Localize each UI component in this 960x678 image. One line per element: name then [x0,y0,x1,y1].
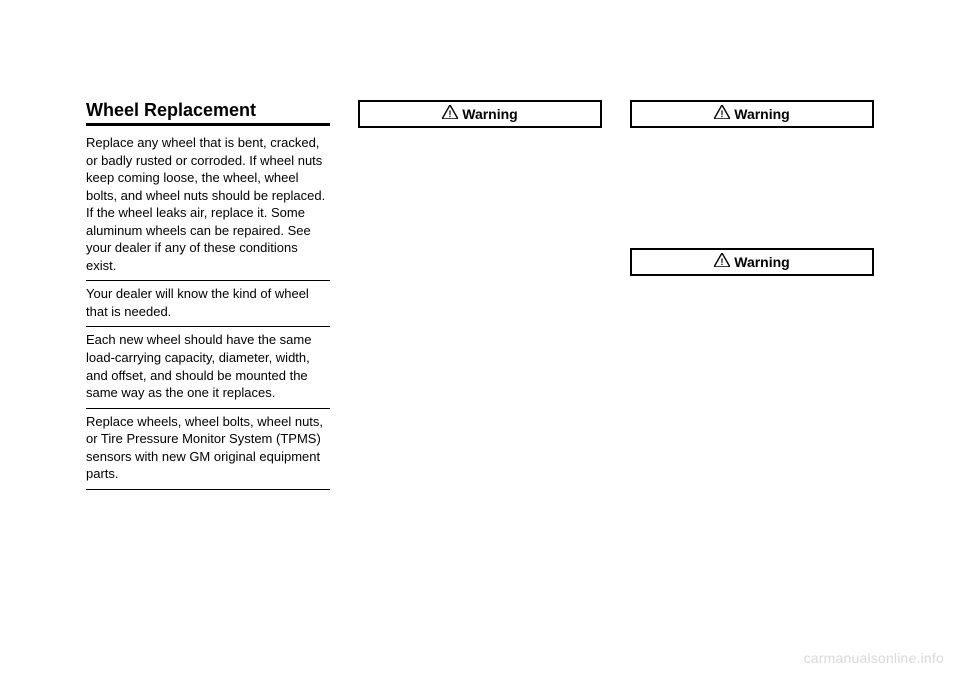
warning-label: Warning [734,106,789,122]
warning-header: ! Warning [632,250,872,274]
column-2: ! Warning [358,100,602,490]
paragraph: Each new wheel should have the same load… [86,327,330,408]
paragraph: Replace any wheel that is bent, cracked,… [86,130,330,281]
svg-text:!: ! [449,109,452,119]
paragraph: Replace wheels, wheel bolts, wheel nuts,… [86,409,330,490]
column-3: ! Warning ! Warning [630,100,874,490]
paragraph: Your dealer will know the kind of wheel … [86,281,330,327]
warning-box: ! Warning [630,248,874,276]
warning-label: Warning [462,106,517,122]
warning-label: Warning [734,254,789,270]
page-content: Wheel Replacement Replace any wheel that… [86,100,874,490]
warning-triangle-icon: ! [714,105,730,124]
column-1: Wheel Replacement Replace any wheel that… [86,100,330,490]
warning-triangle-icon: ! [714,253,730,272]
warning-header: ! Warning [360,102,600,126]
warning-box: ! Warning [630,100,874,128]
warning-box: ! Warning [358,100,602,128]
section-heading: Wheel Replacement [86,100,330,126]
svg-text:!: ! [721,109,724,119]
watermark-text: carmanualsonline.info [804,650,944,666]
svg-text:!: ! [721,257,724,267]
warning-header: ! Warning [632,102,872,126]
warning-triangle-icon: ! [442,105,458,124]
